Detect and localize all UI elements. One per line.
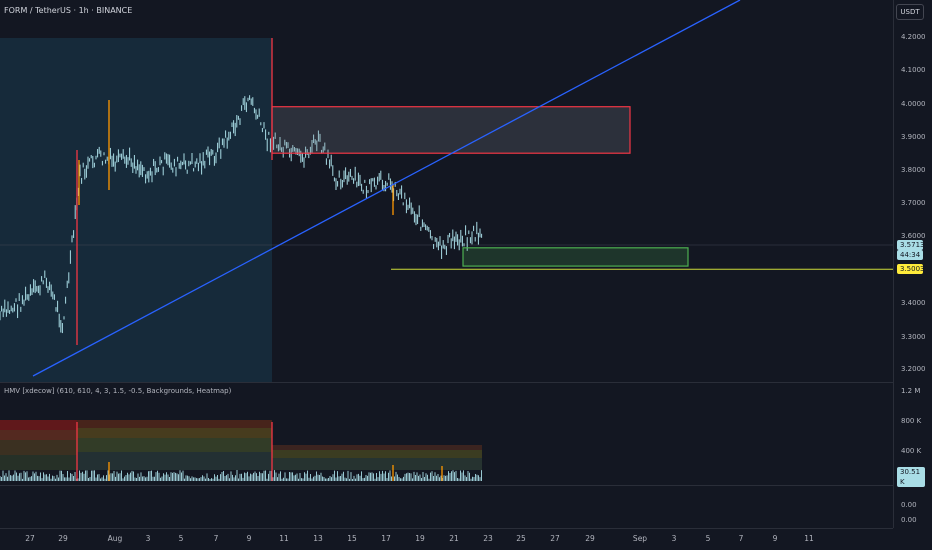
price-axis-label: 4.1000 — [901, 66, 926, 74]
last-price-tag: 3.5713 — [897, 240, 925, 250]
time-axis-label: 7 — [213, 534, 219, 543]
time-axis-label: 13 — [313, 534, 323, 543]
heatmap-band — [0, 440, 77, 455]
lower-pane-axis-label: 0.00 — [901, 501, 917, 509]
price-axis-label: 4.2000 — [901, 33, 926, 41]
price-axis-label: 3.2000 — [901, 365, 926, 373]
time-axis-label: 3 — [145, 534, 151, 543]
indicator-value-tag: 30.51 K — [897, 467, 925, 487]
time-axis-label: 27 — [25, 534, 35, 543]
indicator-axis-label: 1.2 M — [901, 387, 921, 395]
time-axis-label: 7 — [738, 534, 744, 543]
indicator-legend[interactable]: HMV [xdecow] (610, 610, 4, 3, 1.5, -0.5,… — [4, 387, 232, 395]
time-axis-label: 11 — [804, 534, 814, 543]
resistance-zone[interactable] — [271, 106, 631, 154]
heatmap-band — [272, 450, 482, 458]
time-axis-label: 9 — [772, 534, 778, 543]
time-axis-label: 21 — [449, 534, 459, 543]
time-axis-label: 15 — [347, 534, 357, 543]
time-axis-label: 25 — [516, 534, 526, 543]
indicator-axis-label: 400 K — [901, 447, 922, 455]
price-axis-label: 3.3000 — [901, 333, 926, 341]
time-axis-label: Sep — [632, 534, 648, 543]
heatmap-band — [77, 438, 272, 452]
price-axis-label: 3.6000 — [901, 232, 926, 240]
heatmap-band — [272, 445, 482, 450]
price-axis-label: 3.8000 — [901, 166, 926, 174]
heatmap-band — [77, 452, 272, 470]
countdown-tag: 44:34 — [897, 250, 923, 260]
range-highlight — [0, 38, 272, 382]
price-axis-label: 3.7000 — [901, 199, 926, 207]
volume-heatmap — [0, 420, 482, 481]
level-price-tag: 3.5003 — [897, 264, 925, 274]
time-axis-label: 19 — [415, 534, 425, 543]
time-axis-label: 3 — [671, 534, 677, 543]
support-zone[interactable] — [462, 247, 689, 267]
time-axis-label: 11 — [279, 534, 289, 543]
time-axis-label: 27 — [550, 534, 560, 543]
price-axis-label: 3.9000 — [901, 133, 926, 141]
heatmap-band — [77, 428, 272, 438]
trendline[interactable] — [32, 0, 741, 377]
price-series — [0, 38, 483, 345]
heatmap-band — [272, 458, 482, 470]
time-axis-label: 23 — [483, 534, 493, 543]
time-axis-label: 9 — [246, 534, 252, 543]
price-axis-label: 4.0000 — [901, 100, 926, 108]
indicator-axis-label: 800 K — [901, 417, 922, 425]
price-pane[interactable] — [0, 0, 893, 528]
time-axis-label: 5 — [178, 534, 184, 543]
time-axis-label: 5 — [705, 534, 711, 543]
heatmap-band — [0, 430, 77, 440]
price-axis-border — [893, 0, 894, 528]
heatmap-band — [0, 420, 77, 430]
currency-button[interactable]: USDT — [896, 4, 924, 20]
time-axis-label: Aug — [107, 534, 123, 543]
lower-pane-axis-label: 0.00 — [901, 516, 917, 524]
pane-separator[interactable] — [0, 485, 893, 486]
drawings-layer[interactable] — [32, 0, 893, 377]
time-axis-label: 17 — [381, 534, 391, 543]
pane-separator[interactable] — [0, 382, 893, 383]
heatmap-band — [77, 420, 272, 428]
symbol-legend[interactable]: FORM / TetherUS · 1h · BINANCE — [4, 6, 133, 15]
heatmap-band — [0, 455, 77, 470]
time-axis-label: 29 — [58, 534, 68, 543]
time-axis-label: 29 — [585, 534, 595, 543]
price-axis-label: 3.4000 — [901, 299, 926, 307]
pane-separator[interactable] — [0, 528, 893, 529]
